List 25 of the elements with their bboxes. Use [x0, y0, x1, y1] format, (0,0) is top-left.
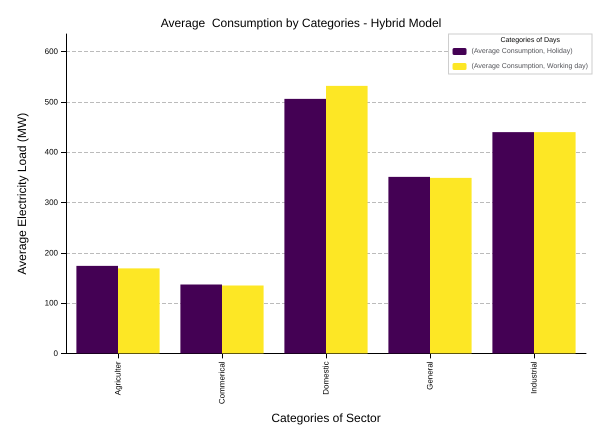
y-tick-label: 600 [44, 47, 59, 56]
y-tick-label: 0 [54, 348, 59, 358]
y-tick-label: 300 [44, 198, 59, 208]
bar [180, 284, 222, 354]
y-tick-label: 200 [44, 248, 59, 258]
x-tick-label: Commerical [218, 361, 226, 404]
y-axis-title: Average Electricity Load (MW) [15, 112, 29, 275]
bar [118, 268, 160, 354]
y-tick-label: 400 [44, 148, 59, 157]
x-tick-label: Domestic [322, 361, 330, 395]
y-tick-label: 100 [44, 298, 59, 308]
y-tick-label: 500 [44, 97, 59, 106]
bar [430, 178, 472, 354]
bar [534, 132, 576, 354]
bar [222, 286, 264, 354]
bar [326, 86, 368, 354]
x-axis-title: Categories of Sector [271, 411, 381, 425]
x-tick-label: Industrial [530, 361, 538, 394]
bar [76, 266, 118, 354]
chart-title: Average Consumption by Categories - Hybrid Model [160, 16, 442, 30]
bar [284, 98, 326, 354]
bar [388, 176, 430, 354]
bar [492, 132, 534, 354]
x-tick-label: General [426, 361, 434, 390]
x-tick-label: Agriculter [114, 361, 122, 396]
